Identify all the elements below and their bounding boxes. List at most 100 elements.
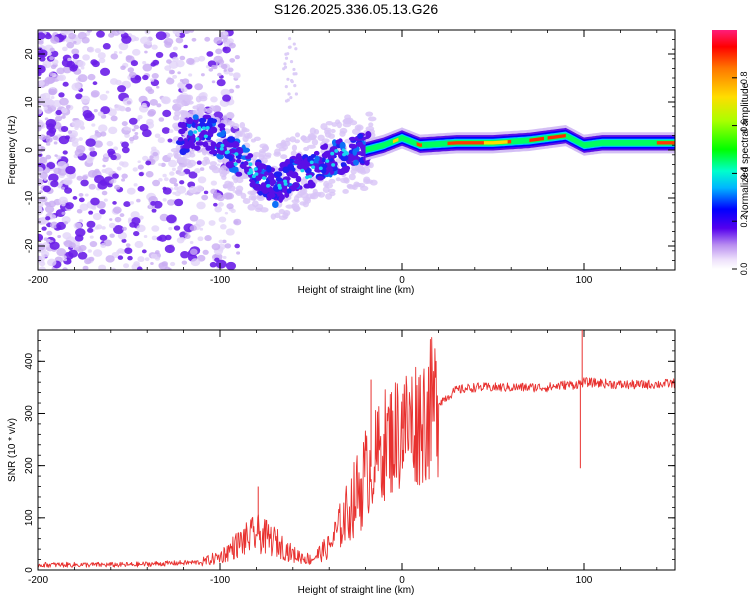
spectrogram-cell bbox=[38, 206, 43, 211]
spectrogram-cell bbox=[185, 83, 193, 90]
spectrogram-cell bbox=[111, 267, 116, 270]
spectrogram-image bbox=[38, 30, 675, 270]
snr-panel: -200 -100 0 100 0 100 200 300 400 Height of str… bbox=[7, 329, 676, 596]
spectrogram-cell bbox=[151, 208, 157, 213]
spectrogram-cell bbox=[85, 138, 96, 147]
spectrogram-cell bbox=[92, 81, 98, 86]
spectrogram-cell bbox=[49, 56, 55, 61]
spectrogram-cell bbox=[168, 129, 174, 133]
spectrogram-cell bbox=[129, 136, 135, 142]
spectrogram-cell bbox=[313, 150, 320, 156]
spectrogram-cell bbox=[178, 32, 186, 38]
spectrogram-cell bbox=[156, 103, 162, 108]
spectrogram-cell bbox=[146, 40, 153, 46]
spectrogram-cell bbox=[294, 132, 301, 138]
spectrogram-cell bbox=[190, 141, 195, 150]
spectrogram-y-tick-label: -10 bbox=[24, 190, 35, 205]
spectrogram-cell bbox=[211, 64, 217, 70]
spectrogram-cell bbox=[279, 142, 287, 148]
spectrogram-cell bbox=[249, 190, 257, 196]
spectrogram-cell bbox=[42, 60, 52, 69]
spectrogram-cell bbox=[58, 92, 65, 98]
spectrogram-cell bbox=[286, 98, 290, 102]
spectrogram-cell bbox=[102, 164, 106, 168]
spectrogram-cell bbox=[224, 243, 232, 249]
spectrogram-cell bbox=[221, 175, 227, 180]
spectrogram-cell bbox=[354, 182, 362, 188]
spectrogram-cell bbox=[50, 64, 57, 70]
spectrogram-cell bbox=[220, 63, 228, 70]
spectrogram-cell bbox=[195, 141, 205, 146]
spectrogram-cell bbox=[49, 241, 60, 250]
spectrogram-cell bbox=[59, 97, 69, 106]
spectrogram-cell bbox=[68, 242, 76, 249]
spectrogram-cell bbox=[260, 183, 269, 190]
spectrogram-cell bbox=[220, 143, 225, 148]
spectrogram-cell bbox=[180, 86, 188, 93]
snr-y-tick-label: 200 bbox=[24, 457, 35, 474]
spectrogram-cell bbox=[173, 182, 179, 187]
spectrogram-cell bbox=[49, 221, 59, 229]
spectrogram-cell bbox=[196, 160, 202, 165]
spectrogram-cell bbox=[331, 163, 336, 167]
snr-frame bbox=[37, 329, 676, 571]
spectrogram-cell bbox=[354, 124, 364, 131]
spectrogram-cell bbox=[277, 186, 282, 190]
spectrogram-cell bbox=[202, 141, 209, 148]
spectrogram-cell bbox=[247, 204, 256, 211]
spectrogram-cell bbox=[98, 57, 106, 64]
snr-x-tick-label: 0 bbox=[399, 575, 405, 586]
spectrogram-cell bbox=[133, 124, 140, 130]
spectrogram-cell bbox=[72, 53, 80, 60]
spectrogram-cell bbox=[136, 198, 141, 203]
spectrogram-cell bbox=[75, 228, 86, 237]
spectrogram-cell bbox=[38, 126, 42, 132]
spectrogram-cell bbox=[82, 110, 93, 119]
spectrogram-cell bbox=[223, 69, 227, 72]
spectrogram-cell bbox=[223, 42, 230, 47]
spectrogram-cell bbox=[172, 30, 181, 35]
spectrogram-cell bbox=[171, 167, 176, 171]
spectrogram-cell bbox=[86, 220, 96, 229]
spectrogram-cell bbox=[186, 57, 195, 65]
spectrogram-cell bbox=[76, 208, 83, 214]
spectrogram-cell bbox=[313, 163, 320, 170]
spectrogram-cell bbox=[66, 42, 75, 49]
spectrogram-cell bbox=[217, 72, 222, 77]
spectrogram-cell bbox=[284, 85, 288, 89]
spectrogram-cell bbox=[208, 118, 218, 124]
spectrogram-cell bbox=[138, 172, 144, 177]
spectrogram-cell bbox=[150, 262, 154, 266]
spectrogram-cell bbox=[195, 137, 200, 141]
spectrogram-cell bbox=[41, 226, 47, 231]
spectrogram-cell bbox=[286, 188, 292, 194]
spectrogram-x-tick-label: 0 bbox=[399, 275, 405, 286]
spectrogram-cell bbox=[201, 126, 206, 130]
spectrogram-cell bbox=[234, 243, 240, 249]
spectrogram-cell bbox=[132, 48, 141, 56]
spectrogram-cell bbox=[38, 266, 46, 270]
spectrogram-cell bbox=[63, 177, 73, 186]
snr-y-tick-label: 100 bbox=[24, 509, 35, 526]
spectrogram-cell bbox=[215, 259, 227, 269]
spectrogram-cell bbox=[80, 66, 85, 70]
spectrogram-cell bbox=[257, 163, 266, 170]
spectrogram-cell bbox=[154, 256, 161, 261]
spectrogram-cell bbox=[76, 175, 83, 181]
spectrogram-cell bbox=[204, 235, 212, 242]
spectrogram-cell bbox=[205, 107, 213, 114]
spectrogram-cell bbox=[65, 165, 76, 175]
spectrogram-cell bbox=[38, 64, 46, 74]
spectrogram-cell bbox=[62, 267, 68, 270]
spectrogram-cell bbox=[198, 107, 208, 113]
spectrogram-cell bbox=[78, 219, 84, 223]
spectrogram-cell bbox=[228, 72, 234, 76]
spectrogram-cell bbox=[113, 225, 125, 235]
spectrogram-cell bbox=[202, 249, 209, 255]
spectrogram-cell bbox=[213, 55, 224, 64]
spectrogram-cell bbox=[192, 109, 198, 115]
spectrogram-cell bbox=[82, 265, 89, 270]
snr-x-label: Height of straight line (km) bbox=[298, 585, 415, 596]
spectrogram-cell bbox=[272, 200, 279, 209]
spectrogram-cell bbox=[192, 114, 199, 120]
